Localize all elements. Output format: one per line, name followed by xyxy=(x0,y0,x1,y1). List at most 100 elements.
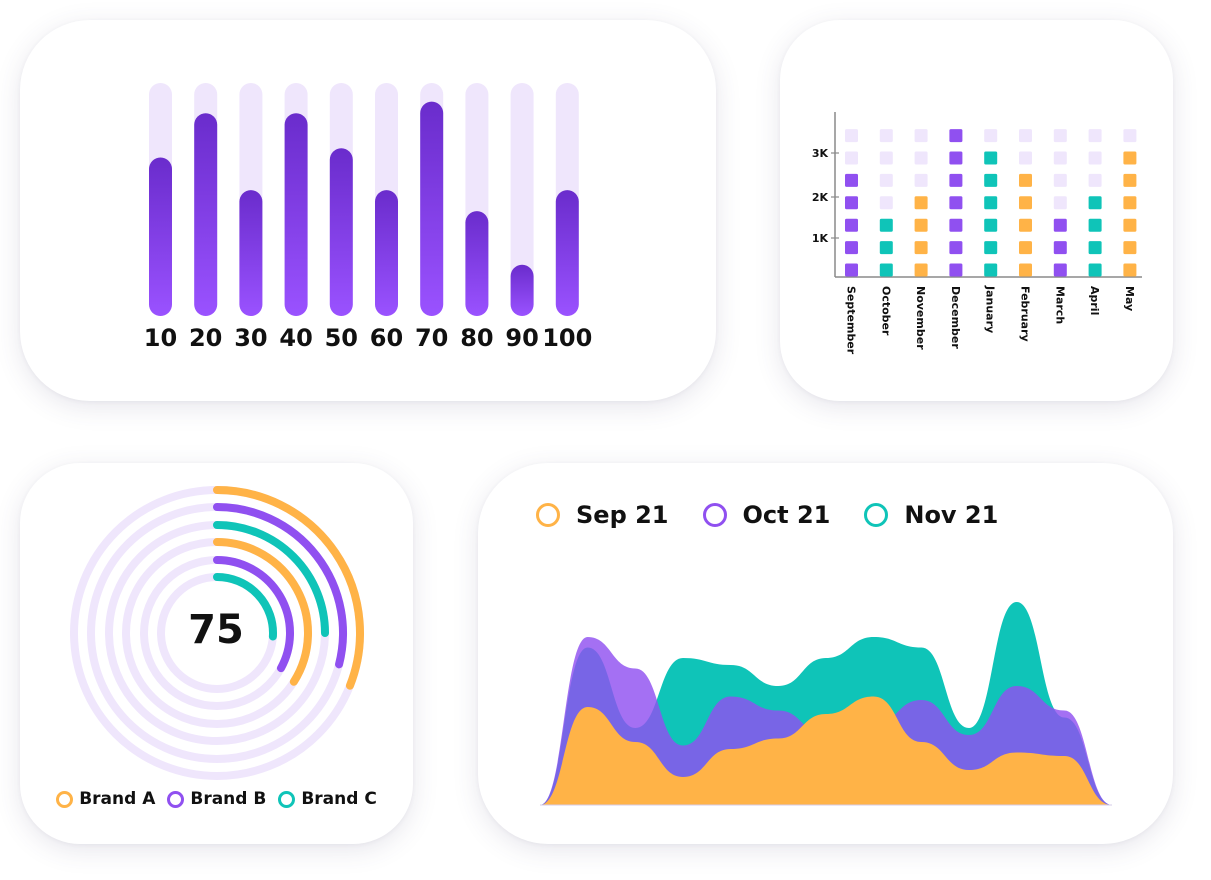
grid-cell xyxy=(845,196,858,210)
x-tick-label: 60 xyxy=(370,324,403,352)
grid-cell xyxy=(914,241,928,255)
legend-item-brand-a: Brand A xyxy=(56,789,155,809)
grid-cell xyxy=(1088,241,1102,255)
grid-cell xyxy=(1123,263,1137,277)
grid-cell xyxy=(914,173,928,187)
grid-cell xyxy=(1123,218,1137,232)
grid-cell xyxy=(949,129,963,143)
grid-cell xyxy=(1088,173,1102,187)
grid-cell xyxy=(949,173,963,187)
grid-cell xyxy=(1019,196,1032,210)
legend-item-oct-21: Oct 21 xyxy=(702,501,831,529)
legend-ring-icon xyxy=(864,503,889,527)
bar-40 xyxy=(284,113,308,316)
grid-cell xyxy=(949,151,963,165)
x-tick-label: December xyxy=(949,286,962,349)
area-series-sep-21 xyxy=(540,696,1112,805)
area-chart-card: Sep 21 Oct 21 Nov 21 xyxy=(478,463,1173,844)
grid-cell xyxy=(1123,196,1137,210)
grid-cell xyxy=(845,218,858,232)
square-grid-chart-card: 1K 2K 3K September October November December Ja… xyxy=(780,20,1173,401)
bar-chart-card: 10 20 30 40 50 60 70 80 90 100 xyxy=(20,20,716,401)
grid-cell xyxy=(1088,263,1102,277)
grid-cell xyxy=(1019,129,1032,143)
grid-cell xyxy=(949,218,963,232)
grid-cell xyxy=(1019,218,1032,232)
bar-60 xyxy=(375,190,398,316)
grid-cell xyxy=(1123,173,1137,187)
legend-label: Brand B xyxy=(190,789,267,809)
bar-100 xyxy=(555,190,579,316)
legend-item-brand-c: Brand C xyxy=(278,789,377,809)
grid-cell xyxy=(879,129,893,143)
x-tick-label: 50 xyxy=(325,324,358,352)
grid-cell xyxy=(1019,263,1032,277)
area-legend: Sep 21 Oct 21 Nov 21 xyxy=(536,501,1032,529)
x-tick-label: January xyxy=(984,285,997,333)
legend-label: Sep 21 xyxy=(576,501,669,529)
grid-cell xyxy=(914,218,928,232)
grid-cell xyxy=(1053,129,1067,143)
grid-cell xyxy=(1123,129,1137,143)
area-series-oct-21 xyxy=(540,637,1112,805)
grid-cell xyxy=(984,218,998,232)
grid-cell xyxy=(845,263,858,277)
grid-cell xyxy=(1088,196,1102,210)
legend-ring-icon xyxy=(702,503,727,527)
grid-cell xyxy=(879,218,893,232)
bar-70 xyxy=(420,101,444,316)
grid-cell xyxy=(1088,151,1102,165)
grid-cell xyxy=(1053,263,1067,277)
bar-20 xyxy=(194,113,218,316)
legend-label: Nov 21 xyxy=(904,501,999,529)
ring-arc-brand-c xyxy=(213,521,329,637)
grid-cell xyxy=(914,263,928,277)
grid-cell xyxy=(984,151,998,165)
x-tick-label: 90 xyxy=(505,324,538,352)
x-tick-label: May xyxy=(1123,286,1136,311)
x-tick-label: September xyxy=(845,286,858,355)
bar-30 xyxy=(239,190,263,316)
grid-cell xyxy=(949,263,963,277)
y-tick-label: 3K xyxy=(812,147,829,160)
grid-cell xyxy=(984,241,998,255)
legend-label: Brand C xyxy=(301,789,377,809)
grid-cell xyxy=(1053,196,1067,210)
area-chart xyxy=(540,602,1112,806)
bar-10 xyxy=(149,157,172,316)
grid-cell xyxy=(1053,241,1067,255)
grid-cell xyxy=(845,151,858,165)
ring-arc-brand-a xyxy=(213,538,312,686)
legend-ring-icon xyxy=(167,790,185,808)
grid-cell xyxy=(1019,151,1032,165)
ring-arc-brand-b xyxy=(213,503,347,669)
x-tick-label: 10 xyxy=(144,324,177,352)
grid-cell xyxy=(845,129,858,143)
x-tick-label: 70 xyxy=(415,324,448,352)
grid-cell xyxy=(984,173,998,187)
grid-cell xyxy=(1088,129,1102,143)
legend-label: Oct 21 xyxy=(742,501,831,529)
y-tick-label: 1K xyxy=(812,232,829,245)
grid-cell xyxy=(914,151,928,165)
radial-chart-card: 75 Brand A Brand B Brand C xyxy=(20,463,413,844)
legend-label: Brand A xyxy=(79,789,156,809)
x-tick-label: October xyxy=(879,286,892,336)
legend-ring-icon xyxy=(278,790,296,808)
x-tick-label: April xyxy=(1088,286,1101,315)
grid-cell xyxy=(984,196,998,210)
x-tick-label: 30 xyxy=(234,324,267,352)
y-tick-label: 2K xyxy=(812,191,829,204)
grid-cell xyxy=(879,241,893,255)
bar-80 xyxy=(465,211,489,316)
grid-cell xyxy=(1053,218,1067,232)
square-grid-chart: 1K 2K 3K September October November December Ja… xyxy=(812,112,1142,355)
grid-cell xyxy=(845,173,858,187)
legend-item-nov-21: Nov 21 xyxy=(864,501,998,529)
grid-cell xyxy=(1053,151,1067,165)
ring-arc-brand-b xyxy=(213,556,294,673)
grid-cell xyxy=(1053,173,1067,187)
x-tick-label: 100 xyxy=(542,324,592,352)
grid-cell xyxy=(984,263,998,277)
grid-cell xyxy=(949,196,963,210)
